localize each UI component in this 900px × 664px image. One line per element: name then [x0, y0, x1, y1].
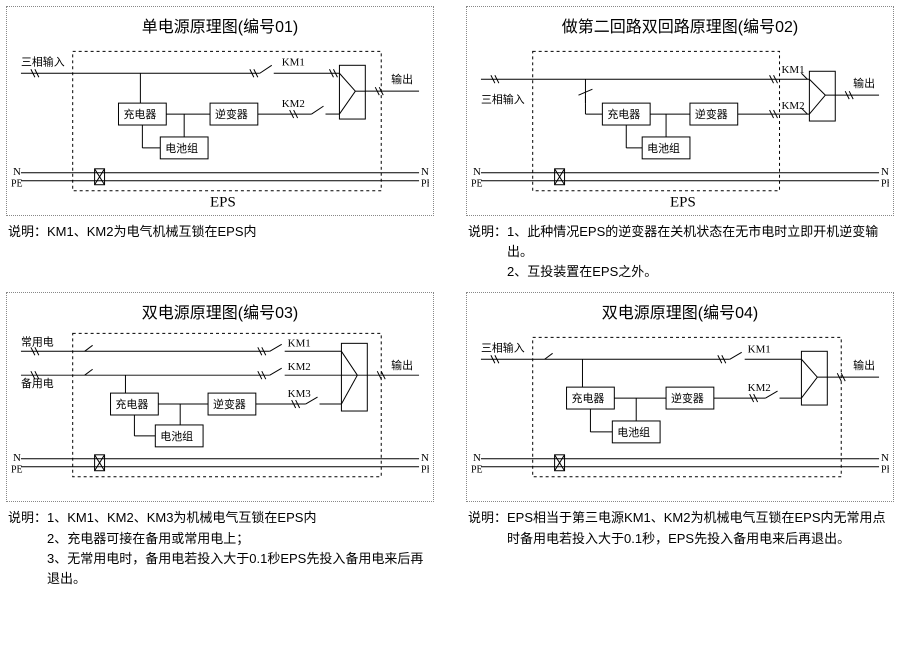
diagram-02: 三相输入 KM1 KM2 输出 充电器 逆变器 电池组 N PE N PE EP…	[471, 43, 889, 213]
label-output: 输出	[853, 76, 875, 90]
desc-line: 3、无常用电时，备用电若投入大于0.1秒EPS先投入备用电来后再退出。	[47, 549, 432, 589]
label-inverter: 逆变器	[213, 397, 246, 411]
label-pe-r: PE	[421, 465, 429, 476]
label-normal: 常用电	[21, 336, 54, 349]
desc-line: 1、此种情况EPS的逆变器在关机状态在无市电时立即开机逆变输出。	[507, 222, 892, 262]
label-pe-l: PE	[11, 179, 23, 190]
panel-desc: 说明： EPS相当于第三电源KM1、KM2为机械电气互锁在EPS内无常用点时备用…	[468, 508, 892, 548]
label-n-r: N	[421, 452, 429, 464]
label-n-r: N	[881, 166, 889, 178]
diagram-svg-wrap: 常用电 备用电 KM1 KM2 KM3 输出 充电器 逆变器 电池组 N PE …	[11, 329, 429, 499]
label-input: 三相输入	[481, 92, 525, 106]
label-input: 三相输入	[21, 54, 65, 68]
label-n-r: N	[881, 452, 889, 464]
label-n-l: N	[473, 452, 481, 464]
label-eps: EPS	[670, 195, 696, 211]
diagram-frame: 双电源原理图(编号04)	[466, 292, 894, 502]
panel-01: 单电源原理图(编号01)	[6, 6, 434, 286]
label-charger: 充电器	[607, 107, 640, 121]
label-n-r: N	[421, 166, 429, 178]
label-battery: 电池组	[617, 425, 650, 439]
label-pe-r: PE	[881, 179, 889, 190]
label-battery: 电池组	[165, 141, 198, 155]
panel-desc: 说明： 1、KM1、KM2、KM3为机械电气互锁在EPS内 2、充电器可接在备用…	[8, 508, 432, 589]
label-output: 输出	[391, 72, 413, 86]
label-output: 输出	[391, 359, 413, 373]
label-n-l: N	[13, 166, 21, 178]
panel-desc: 说明： KM1、KM2为电气机械互锁在EPS内	[8, 222, 432, 242]
label-battery: 电池组	[647, 141, 680, 155]
panel-04: 双电源原理图(编号04)	[466, 292, 894, 593]
panel-02: 做第二回路双回路原理图(编号02)	[466, 6, 894, 286]
panel-title: 双电源原理图(编号04)	[471, 299, 889, 323]
label-km1: KM1	[288, 338, 311, 350]
diagram-frame: 做第二回路双回路原理图(编号02)	[466, 6, 894, 216]
label-km2: KM2	[782, 100, 805, 112]
panel-title: 做第二回路双回路原理图(编号02)	[471, 13, 889, 37]
desc-prefix: 说明：	[468, 222, 507, 282]
label-n-l: N	[13, 452, 21, 464]
label-pe-r: PE	[881, 465, 889, 476]
diagram-01: 三相输入 KM1 KM2 输出 充电器 逆变器 电池组 N PE N PE EP…	[11, 43, 429, 213]
desc-prefix: 说明：	[468, 508, 507, 548]
label-inverter: 逆变器	[671, 391, 704, 405]
desc-prefix: 说明：	[8, 222, 47, 242]
diagram-03: 常用电 备用电 KM1 KM2 KM3 输出 充电器 逆变器 电池组 N PE …	[11, 329, 429, 499]
label-inverter: 逆变器	[695, 107, 728, 121]
label-km2: KM2	[288, 362, 311, 374]
desc-line: EPS相当于第三电源KM1、KM2为机械电气互锁在EPS内无常用点时备用电若投入…	[507, 508, 892, 548]
label-km2: KM2	[748, 383, 771, 395]
label-km3: KM3	[288, 389, 312, 401]
label-backup: 备用电	[21, 377, 54, 391]
desc-line: 1、KM1、KM2、KM3为机械电气互锁在EPS内	[47, 508, 432, 528]
desc-line: 2、充电器可接在备用或常用电上；	[47, 529, 432, 549]
panel-desc: 说明： 1、此种情况EPS的逆变器在关机状态在无市电时立即开机逆变输出。 2、互…	[468, 222, 892, 282]
label-output: 输出	[853, 359, 875, 373]
diagram-svg-wrap: 三相输入 KM1 KM2 输出 充电器 逆变器 电池组 N PE N PE	[471, 329, 889, 499]
desc-prefix: 说明：	[8, 508, 47, 589]
label-pe-r: PE	[421, 179, 429, 190]
desc-line: KM1、KM2为电气机械互锁在EPS内	[47, 222, 256, 242]
diagram-svg-wrap: 三相输入 KM1 KM2 输出 充电器 逆变器 电池组 N PE N PE EP…	[11, 43, 429, 213]
panel-title: 单电源原理图(编号01)	[11, 13, 429, 37]
label-km2: KM2	[282, 98, 305, 110]
diagram-svg-wrap: 三相输入 KM1 KM2 输出 充电器 逆变器 电池组 N PE N PE EP…	[471, 43, 889, 213]
label-input: 三相输入	[481, 341, 525, 355]
label-km1: KM1	[748, 344, 771, 356]
label-charger: 充电器	[123, 107, 156, 121]
label-pe-l: PE	[471, 465, 483, 476]
diagram-04: 三相输入 KM1 KM2 输出 充电器 逆变器 电池组 N PE N PE	[471, 329, 889, 499]
panel-title: 双电源原理图(编号03)	[11, 299, 429, 323]
label-charger: 充电器	[116, 397, 149, 411]
label-pe-l: PE	[11, 465, 23, 476]
panel-03: 双电源原理图(编号03)	[6, 292, 434, 593]
desc-line: 2、互投装置在EPS之外。	[507, 262, 892, 282]
label-pe-l: PE	[471, 179, 483, 190]
label-inverter: 逆变器	[215, 107, 248, 121]
label-charger: 充电器	[572, 391, 605, 405]
label-battery: 电池组	[160, 429, 193, 443]
label-km1: KM1	[282, 56, 305, 68]
diagram-frame: 双电源原理图(编号03)	[6, 292, 434, 502]
label-n-l: N	[473, 166, 481, 178]
diagram-frame: 单电源原理图(编号01)	[6, 6, 434, 216]
label-km1: KM1	[782, 64, 805, 76]
label-eps: EPS	[210, 195, 236, 211]
